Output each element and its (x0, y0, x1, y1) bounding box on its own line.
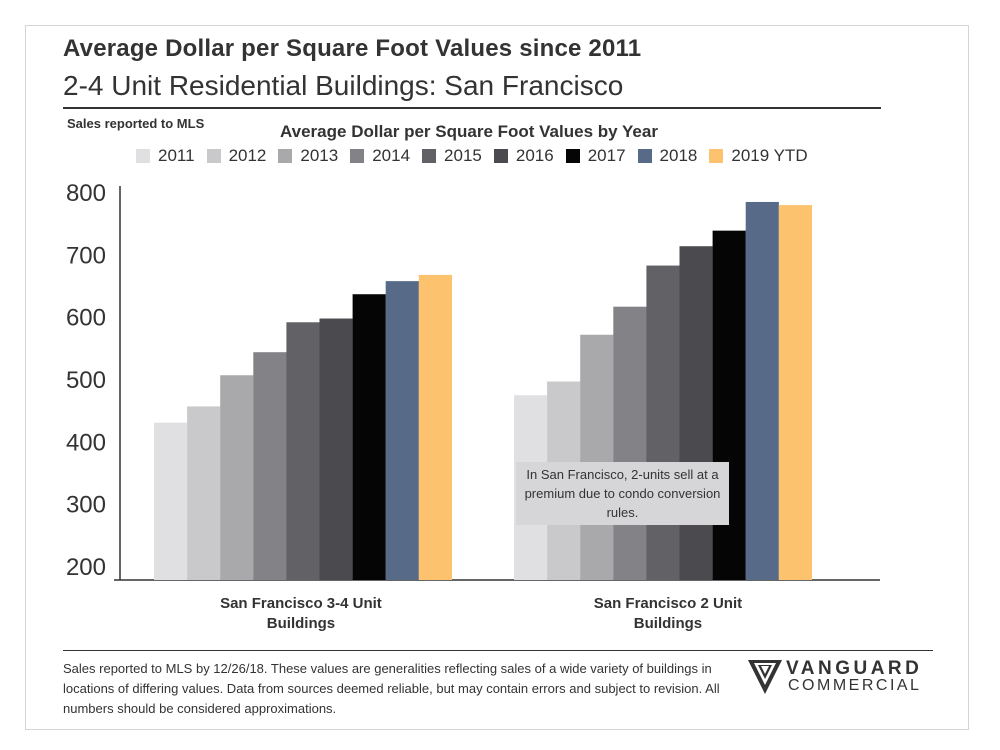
bar (745, 201, 779, 580)
legend-item: 2018 (637, 146, 698, 166)
y-tick-label: 200 (66, 554, 106, 581)
legend-item: 2015 (422, 146, 482, 166)
page-subtitle: 2-4 Unit Residential Buildings: San Fran… (63, 70, 624, 101)
legend-label: 2018 (659, 146, 698, 165)
bar (613, 306, 647, 580)
x-category-label: Buildings (267, 615, 335, 632)
x-category-label: San Francisco 2 Unit (594, 595, 742, 612)
x-category-label: Buildings (634, 615, 702, 632)
logo-name: VANGUARD (786, 658, 923, 679)
bar (220, 375, 254, 580)
chart-title: Average Dollar per Square Foot Values by… (280, 122, 658, 141)
logo-subname: COMMERCIAL (788, 677, 922, 694)
page-title: Average Dollar per Square Foot Values si… (63, 35, 642, 62)
legend-label: 2019 YTD (731, 146, 808, 165)
bar (778, 205, 812, 580)
bar (253, 352, 287, 580)
bar (646, 265, 680, 580)
legend-label: 2011 (158, 146, 195, 165)
y-tick-label: 700 (66, 242, 106, 269)
chart-frame (25, 25, 969, 730)
bar (385, 281, 419, 580)
bar (418, 274, 452, 580)
bar (319, 318, 353, 580)
legend-label: 2017 (587, 146, 626, 165)
bar (352, 294, 386, 580)
bar (187, 406, 221, 580)
chart-legend: 2011 2012 2013 2014 2015 2016 2017 2018 2019 YTD (136, 145, 820, 167)
vanguard-logo: VANGUARD COMMERCIAL (748, 658, 948, 698)
legend-item: 2014 (350, 146, 410, 166)
y-tick-label: 300 (66, 492, 106, 519)
bar (679, 246, 713, 581)
legend-item: 2016 (493, 146, 554, 166)
legend-label: 2014 (372, 146, 411, 165)
legend-swatch (493, 149, 508, 163)
chart-annotation: In San Francisco, 2-units sell at a prem… (516, 462, 729, 525)
legend-swatch (136, 149, 150, 163)
legend-item: 2012 (206, 146, 267, 166)
bar (580, 334, 614, 580)
footnote: Sales reported to MLS by 12/26/18. These… (63, 661, 720, 716)
legend-swatch (278, 149, 293, 163)
bar (286, 322, 320, 580)
bar (712, 230, 746, 580)
legend-item: 2013 (278, 146, 338, 166)
bar (154, 422, 188, 580)
title-divider (63, 107, 881, 109)
y-tick-label: 500 (66, 367, 106, 394)
footer-divider (63, 650, 933, 651)
legend-label: 2016 (515, 146, 554, 165)
y-tick-label: 400 (66, 429, 106, 456)
legend-swatch (709, 149, 724, 163)
vanguard-logo-icon (748, 660, 782, 694)
legend-swatch (565, 149, 580, 163)
legend-label: 2012 (228, 146, 267, 165)
x-category-label: San Francisco 3-4 Unit (220, 595, 382, 612)
legend-swatch (206, 149, 221, 163)
legend-swatch (422, 149, 437, 163)
legend-item: 2017 (565, 146, 626, 166)
legend-label: 2015 (444, 146, 482, 165)
sales-note: Sales reported to MLS (67, 116, 205, 131)
y-tick-label: 600 (66, 305, 106, 332)
legend-item: 2011 (136, 146, 195, 166)
y-tick-label: 800 (66, 180, 106, 207)
legend-swatch (637, 149, 652, 163)
legend-swatch (350, 149, 365, 163)
legend-item: 2019 YTD (709, 146, 808, 166)
legend-label: 2013 (300, 146, 339, 165)
